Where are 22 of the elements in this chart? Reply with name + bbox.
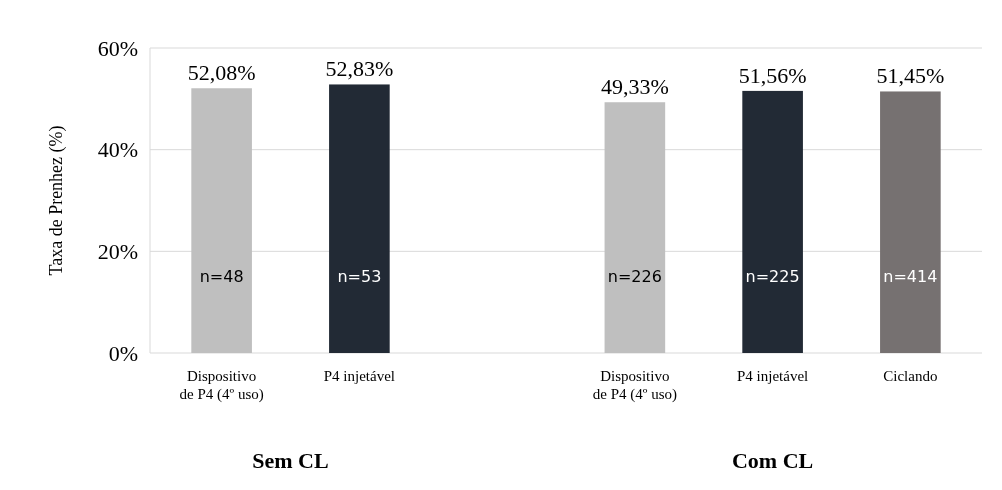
data-label: 52,83% [325,56,394,82]
annotation: n=225 [745,267,800,287]
annotation: n=48 [199,267,244,287]
x-tick-label: Ciclando [883,368,938,384]
x-tick-label: P4 injetável [323,368,395,384]
data-label: 51,45% [876,63,945,89]
text: Com CL [731,448,814,473]
text: Sem CL [252,448,329,473]
data-label: 51,56% [738,62,807,88]
annotation: n=414 [883,267,938,287]
data-label: 52,08% [187,60,256,86]
y-tick-label: 40% [97,137,138,163]
data-label: 49,33% [600,74,669,100]
x-tick-label: P4 injetável [737,368,809,384]
annotation: n=53 [337,267,382,287]
y-axis-title: Taxa de Prenhez (%) [46,125,67,276]
y-tick-label: 0% [108,340,138,366]
y-tick-label: 60% [97,35,138,61]
y-tick-label: 20% [97,239,138,265]
x-tick-label: Dispositivo de P4 (4º uso) [592,368,677,403]
annotation: n=226 [607,267,662,287]
x-tick-label: Dispositivo de P4 (4º uso) [179,368,264,403]
